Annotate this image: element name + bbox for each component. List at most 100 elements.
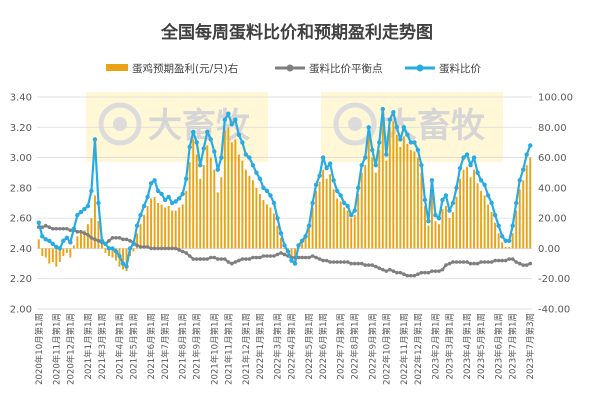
profit-bar <box>192 139 195 249</box>
breakeven-point <box>223 257 227 261</box>
profit-bar <box>51 248 54 263</box>
y-left-tick-label: 2.80 <box>10 183 32 194</box>
ratio-point <box>96 200 101 206</box>
profit-bar <box>469 177 472 249</box>
ratio-point <box>443 193 449 198</box>
breakeven-point <box>324 258 329 263</box>
watermark-logo-icon <box>333 102 377 146</box>
profit-bar <box>336 198 339 249</box>
profit-bar <box>93 195 96 249</box>
profit-bar <box>202 165 205 249</box>
ratio-point <box>208 137 213 142</box>
breakeven-point <box>475 261 480 266</box>
ratio-point <box>219 155 224 160</box>
profit-bar <box>230 142 233 249</box>
x-tick-label: 2022年12月第1周 <box>413 313 424 385</box>
profit-bar <box>420 172 423 249</box>
profit-bar <box>378 150 381 249</box>
breakeven-point <box>142 245 146 249</box>
profit-bar <box>325 178 328 249</box>
breakeven-point <box>493 258 497 263</box>
breakeven-point <box>43 223 48 228</box>
ratio-point <box>194 140 199 145</box>
ratio-point <box>377 140 382 145</box>
breakeven-point <box>65 226 69 231</box>
legend-label-ratio: 蛋料比价 <box>439 62 481 75</box>
ratio-point <box>306 223 312 228</box>
legend-swatch-profit <box>106 64 128 71</box>
profit-bar <box>483 195 486 249</box>
profit-bar <box>178 207 181 249</box>
ratio-point <box>169 200 175 206</box>
ratio-point <box>159 191 164 197</box>
profit-bar <box>262 199 265 249</box>
x-tick-label: 2020年10月第1周 <box>34 313 45 385</box>
ratio-point <box>89 188 94 194</box>
breakeven-point <box>314 255 318 260</box>
ratio-point <box>324 165 329 171</box>
ratio-point <box>492 212 498 218</box>
profit-bar <box>115 248 117 261</box>
profit-bar <box>434 221 437 249</box>
ratio-series <box>36 106 533 269</box>
breakeven-point <box>416 272 420 276</box>
breakeven-point <box>440 267 445 272</box>
breakeven-point <box>124 237 129 242</box>
ratio-point <box>496 223 501 228</box>
breakeven-point <box>388 267 392 272</box>
profit-bar <box>311 207 314 249</box>
profit-bar <box>501 242 504 249</box>
breakeven-point <box>219 257 224 261</box>
y-left-tick-label: 3.00 <box>10 153 32 164</box>
x-tick-label: 2023年3月第1周 <box>445 313 456 379</box>
profit-bar <box>150 198 153 249</box>
ratio-point <box>412 140 417 145</box>
profit-bar <box>367 136 370 249</box>
breakeven-point <box>244 257 248 261</box>
breakeven-point <box>93 237 97 242</box>
breakeven-point <box>349 261 354 266</box>
breakeven-point <box>173 246 178 251</box>
ratio-point <box>419 162 424 168</box>
ratio-point <box>138 212 143 218</box>
profit-bar <box>322 169 325 249</box>
breakeven-point <box>331 260 336 264</box>
breakeven-point <box>338 260 343 264</box>
breakeven-point <box>384 269 389 273</box>
ratio-point <box>524 152 529 157</box>
profit-bar <box>329 174 332 249</box>
profit-bar <box>423 206 426 249</box>
legend-marker-breakeven <box>286 64 294 72</box>
profit-bar <box>185 190 188 249</box>
profit-bar <box>301 240 304 249</box>
ratio-point <box>257 176 263 181</box>
x-tick-label: 2021年7月第1周 <box>160 313 171 379</box>
ratio-point <box>426 218 431 224</box>
breakeven-point <box>359 261 364 266</box>
profit-bar <box>209 157 212 249</box>
profit-bar <box>139 224 142 249</box>
ratio-point <box>40 234 45 239</box>
x-tick-label: 2023年6月第1周 <box>494 313 505 379</box>
watermark-logo-dot-icon <box>348 117 362 131</box>
x-tick-label: 2023年4月第1周 <box>462 313 473 379</box>
ratio-point <box>471 155 477 160</box>
x-tick-label: 2022年5月第1周 <box>304 313 315 379</box>
ratio-point <box>268 193 273 198</box>
breakeven-point <box>370 263 375 267</box>
ratio-point <box>71 226 77 231</box>
y-right-tick-label: -20.00 <box>538 274 570 285</box>
profit-bar <box>308 227 311 249</box>
profit-bar <box>122 248 124 270</box>
y-left-tick-label: 3.40 <box>10 93 32 104</box>
ratio-point <box>408 140 414 145</box>
ratio-point <box>514 200 519 206</box>
profit-bar <box>374 172 377 249</box>
profit-bar <box>511 233 514 249</box>
breakeven-point <box>521 263 526 267</box>
ratio-point <box>117 253 122 259</box>
breakeven-point <box>437 269 441 273</box>
profit-bar <box>174 210 177 249</box>
ratio-point <box>506 238 512 244</box>
